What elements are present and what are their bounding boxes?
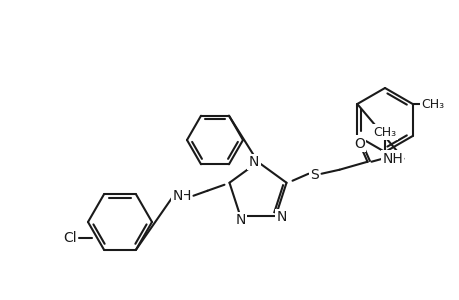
Text: Cl: Cl	[63, 231, 77, 245]
Text: CH₃: CH₃	[420, 98, 443, 110]
Text: H: H	[180, 189, 190, 203]
Text: N: N	[248, 155, 258, 169]
Text: NH: NH	[381, 152, 402, 166]
Text: N: N	[235, 213, 245, 227]
Text: S: S	[309, 168, 318, 182]
Text: N: N	[172, 189, 182, 203]
Text: O: O	[353, 137, 364, 151]
Text: CH₃: CH₃	[373, 125, 396, 139]
Text: N: N	[276, 210, 286, 224]
